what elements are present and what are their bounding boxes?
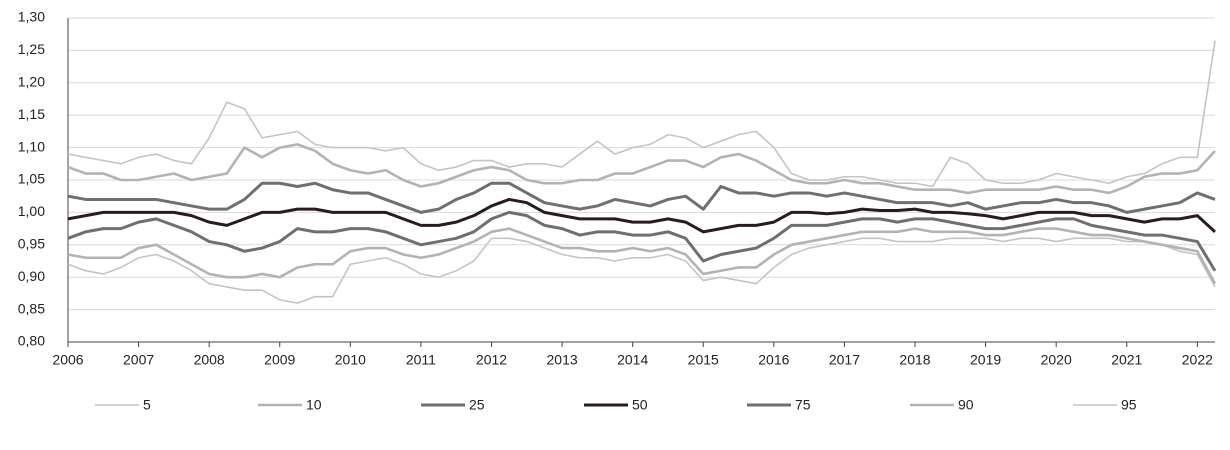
x-tick-label: 2011 <box>406 352 436 368</box>
y-tick-label: 1,05 <box>18 171 45 187</box>
y-tick-label: 1,00 <box>18 203 45 219</box>
x-tick-label: 2015 <box>688 352 719 368</box>
x-tick-label: 2017 <box>829 352 860 368</box>
y-tick-label: 0,80 <box>18 333 45 349</box>
series-line <box>67 143 1216 195</box>
x-tick-label: 2009 <box>264 352 295 368</box>
series-line <box>67 237 1216 304</box>
y-tick-label: 1,25 <box>18 41 45 57</box>
x-tick-label: 2014 <box>617 352 648 368</box>
x-tick-label: 2010 <box>335 352 366 368</box>
legend-label: 10 <box>306 397 322 413</box>
x-tick-label: 2006 <box>52 352 83 368</box>
legend-label: 50 <box>632 397 648 413</box>
series-line <box>67 227 1217 285</box>
y-tick-label: 0,95 <box>18 236 45 252</box>
legend-label: 90 <box>958 397 974 413</box>
x-tick-label: 2018 <box>899 352 930 368</box>
y-tick-label: 0,90 <box>18 268 45 284</box>
y-tick-label: 1,30 <box>18 9 45 25</box>
series-line <box>67 40 1216 188</box>
x-tick-label: 2019 <box>970 352 1001 368</box>
series-line <box>67 197 1217 234</box>
x-tick-label: 2007 <box>123 352 154 368</box>
y-tick-label: 1,15 <box>18 106 45 122</box>
x-tick-label: 2012 <box>476 352 507 368</box>
x-tick-label: 2013 <box>547 352 578 368</box>
series-line <box>67 181 1216 214</box>
legend-label: 75 <box>795 397 811 413</box>
legend-label: 5 <box>143 397 151 413</box>
legend-label: 25 <box>469 397 485 413</box>
x-tick-label: 2020 <box>1041 352 1072 368</box>
y-tick-label: 1,10 <box>18 138 45 154</box>
y-tick-label: 1,20 <box>18 74 45 90</box>
x-tick-label: 2021 <box>1111 352 1142 368</box>
y-tick-label: 0,85 <box>18 300 45 316</box>
x-tick-label: 2016 <box>758 352 789 368</box>
legend-label: 95 <box>1121 397 1137 413</box>
x-tick-label: 2008 <box>194 352 225 368</box>
x-tick-label: 2022 <box>1182 352 1213 368</box>
series-line <box>67 210 1217 272</box>
